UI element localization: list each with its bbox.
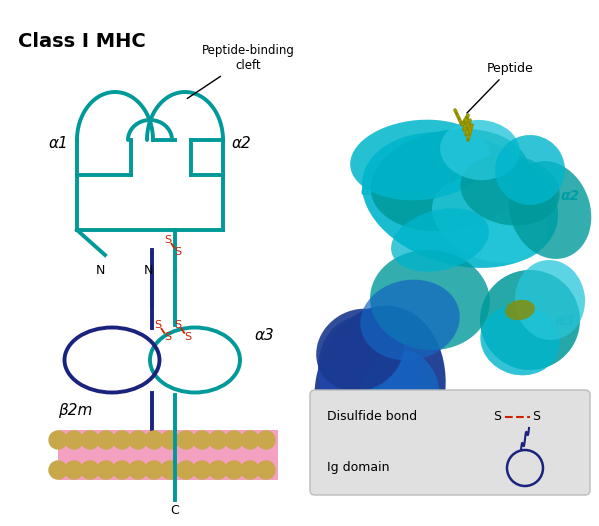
Text: Disulfide bond: Disulfide bond	[327, 410, 417, 423]
Ellipse shape	[495, 135, 565, 205]
Text: α1: α1	[360, 184, 379, 198]
Ellipse shape	[318, 317, 422, 443]
Ellipse shape	[440, 120, 520, 180]
Circle shape	[177, 461, 195, 479]
Circle shape	[209, 431, 227, 449]
Circle shape	[193, 431, 211, 449]
Text: Ig domain: Ig domain	[327, 461, 389, 474]
Ellipse shape	[350, 120, 490, 200]
Circle shape	[129, 431, 147, 449]
Text: S: S	[174, 247, 181, 257]
Ellipse shape	[360, 280, 459, 360]
Circle shape	[49, 461, 67, 479]
Text: α1: α1	[49, 136, 68, 151]
Text: β2m: β2m	[58, 403, 92, 418]
Circle shape	[65, 461, 83, 479]
Text: α2: α2	[560, 189, 579, 203]
Circle shape	[49, 431, 67, 449]
Ellipse shape	[360, 350, 440, 450]
Circle shape	[177, 431, 195, 449]
Circle shape	[225, 431, 243, 449]
Text: Class I MHC: Class I MHC	[18, 32, 146, 51]
Circle shape	[225, 461, 243, 479]
Ellipse shape	[515, 260, 585, 340]
Circle shape	[113, 461, 131, 479]
Text: S: S	[165, 332, 171, 342]
Text: Peptide-binding
cleft: Peptide-binding cleft	[187, 44, 295, 98]
Ellipse shape	[316, 309, 404, 391]
Text: Peptide: Peptide	[467, 62, 533, 113]
Text: S: S	[174, 320, 181, 330]
Circle shape	[145, 431, 163, 449]
Ellipse shape	[371, 129, 530, 231]
Circle shape	[113, 431, 131, 449]
Text: S: S	[155, 320, 162, 330]
Text: N: N	[143, 264, 153, 277]
Circle shape	[81, 461, 99, 479]
Text: S: S	[493, 410, 501, 423]
Circle shape	[161, 431, 179, 449]
Circle shape	[145, 461, 163, 479]
Ellipse shape	[480, 305, 559, 376]
Bar	[58, 430, 278, 480]
Ellipse shape	[391, 208, 489, 272]
Circle shape	[129, 461, 147, 479]
Ellipse shape	[370, 250, 490, 350]
Text: S: S	[165, 235, 171, 245]
Circle shape	[65, 431, 83, 449]
Text: α3: α3	[555, 314, 574, 328]
Circle shape	[241, 461, 259, 479]
Ellipse shape	[355, 400, 425, 460]
Text: α3: α3	[255, 328, 275, 343]
Text: S: S	[184, 332, 192, 342]
Ellipse shape	[509, 161, 591, 259]
Circle shape	[257, 431, 275, 449]
Circle shape	[161, 461, 179, 479]
Ellipse shape	[314, 306, 446, 474]
Text: β2m: β2m	[328, 409, 362, 423]
Ellipse shape	[480, 270, 580, 370]
Ellipse shape	[432, 177, 548, 263]
Ellipse shape	[461, 155, 559, 226]
Circle shape	[241, 431, 259, 449]
FancyBboxPatch shape	[310, 390, 590, 495]
Ellipse shape	[362, 132, 558, 268]
Circle shape	[209, 461, 227, 479]
Ellipse shape	[505, 300, 535, 320]
Text: S: S	[532, 410, 540, 423]
Circle shape	[257, 461, 275, 479]
Circle shape	[81, 431, 99, 449]
Text: C: C	[171, 503, 179, 517]
Text: α2: α2	[232, 136, 252, 151]
Circle shape	[193, 461, 211, 479]
Circle shape	[97, 431, 115, 449]
Text: N: N	[95, 264, 105, 277]
Circle shape	[97, 461, 115, 479]
